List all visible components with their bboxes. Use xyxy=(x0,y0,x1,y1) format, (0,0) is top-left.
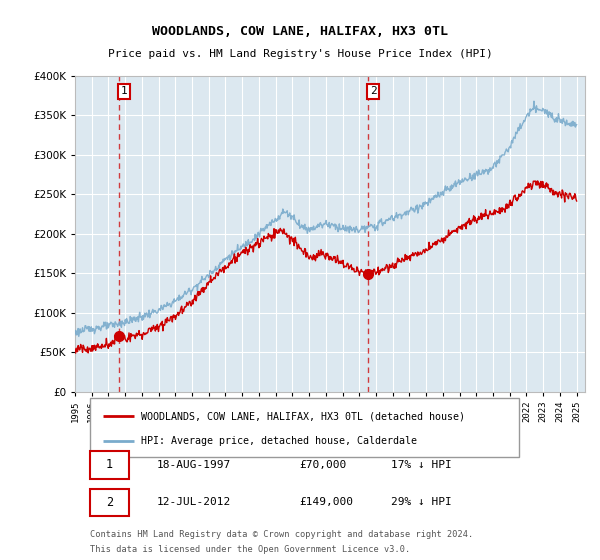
Text: This data is licensed under the Open Government Licence v3.0.: This data is licensed under the Open Gov… xyxy=(90,545,410,554)
Text: WOODLANDS, COW LANE, HALIFAX, HX3 0TL (detached house): WOODLANDS, COW LANE, HALIFAX, HX3 0TL (d… xyxy=(142,411,466,421)
Text: 2: 2 xyxy=(370,86,377,96)
Text: 17% ↓ HPI: 17% ↓ HPI xyxy=(391,460,452,470)
Text: 1: 1 xyxy=(121,86,127,96)
FancyBboxPatch shape xyxy=(90,488,128,516)
Text: HPI: Average price, detached house, Calderdale: HPI: Average price, detached house, Cald… xyxy=(142,436,418,446)
Text: 18-AUG-1997: 18-AUG-1997 xyxy=(157,460,231,470)
Text: 12-JUL-2012: 12-JUL-2012 xyxy=(157,497,231,507)
Text: Price paid vs. HM Land Registry's House Price Index (HPI): Price paid vs. HM Land Registry's House … xyxy=(107,49,493,59)
Text: £149,000: £149,000 xyxy=(299,497,353,507)
Text: 2: 2 xyxy=(106,496,113,509)
Text: 29% ↓ HPI: 29% ↓ HPI xyxy=(391,497,452,507)
FancyBboxPatch shape xyxy=(90,398,519,457)
Text: Contains HM Land Registry data © Crown copyright and database right 2024.: Contains HM Land Registry data © Crown c… xyxy=(90,530,473,539)
Text: 1: 1 xyxy=(106,459,113,472)
Text: £70,000: £70,000 xyxy=(299,460,347,470)
FancyBboxPatch shape xyxy=(90,451,128,479)
Text: WOODLANDS, COW LANE, HALIFAX, HX3 0TL: WOODLANDS, COW LANE, HALIFAX, HX3 0TL xyxy=(152,25,448,38)
